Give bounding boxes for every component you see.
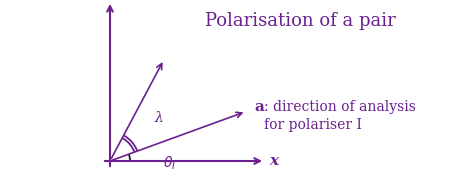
Text: for polariser I: for polariser I bbox=[264, 118, 362, 132]
Text: x: x bbox=[269, 154, 278, 168]
Text: Polarisation of a pair: Polarisation of a pair bbox=[204, 12, 395, 30]
Text: λ: λ bbox=[155, 111, 164, 125]
Text: a: a bbox=[254, 100, 264, 114]
Text: $\theta_I$: $\theta_I$ bbox=[163, 155, 176, 172]
Text: : direction of analysis: : direction of analysis bbox=[264, 100, 416, 114]
